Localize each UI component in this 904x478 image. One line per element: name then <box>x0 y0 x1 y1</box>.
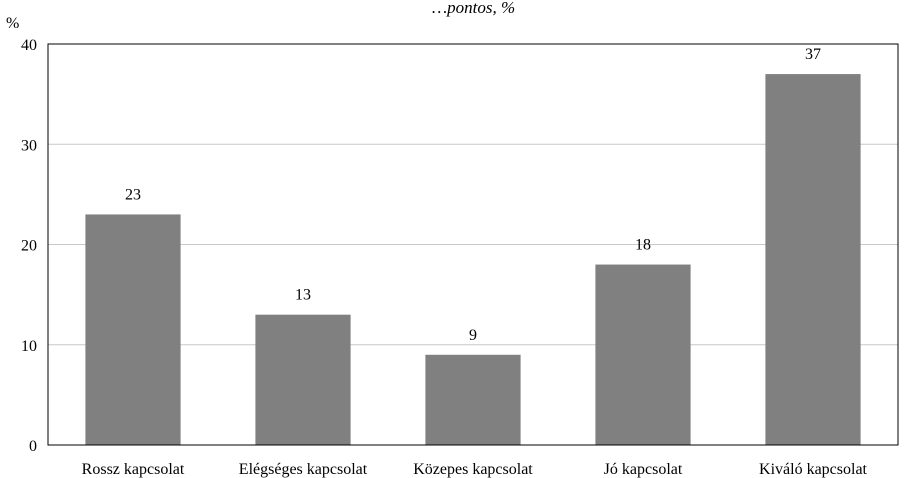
y-axis-ticks: 0 10 20 30 40 <box>21 37 37 455</box>
y-tick-label: 30 <box>21 137 37 154</box>
x-category-label: Rossz kapcsolat <box>82 461 185 478</box>
value-labels: 23 13 9 18 37 <box>125 46 821 344</box>
y-tick-label: 20 <box>21 238 37 255</box>
bar <box>255 314 351 445</box>
plot-area-frame <box>47 43 899 446</box>
y-tick-label: 10 <box>21 338 37 355</box>
x-category-label: Jó kapcsolat <box>604 461 683 478</box>
bar <box>85 214 181 445</box>
bar-value-label: 37 <box>805 46 821 63</box>
bar-value-label: 9 <box>469 327 477 344</box>
bar-value-label: 23 <box>125 186 141 203</box>
chart-title: …pontos, % <box>432 0 515 17</box>
bar <box>595 264 691 445</box>
x-category-label: Közepes kapcsolat <box>413 461 533 478</box>
y-tick-label: 0 <box>29 438 37 455</box>
bar <box>765 74 861 445</box>
x-category-label: Kiváló kapcsolat <box>759 461 868 478</box>
bars <box>85 74 861 445</box>
bar <box>425 354 521 445</box>
x-axis-labels: Rossz kapcsolat Elégséges kapcsolat Közepe… <box>82 461 868 478</box>
y-tick-label: 40 <box>21 37 37 54</box>
y-axis-unit-label: % <box>6 15 19 32</box>
gridlines <box>48 143 898 346</box>
bar-value-label: 18 <box>635 237 651 254</box>
x-category-label: Elégséges kapcsolat <box>239 461 368 478</box>
bar-value-label: 13 <box>295 287 311 304</box>
